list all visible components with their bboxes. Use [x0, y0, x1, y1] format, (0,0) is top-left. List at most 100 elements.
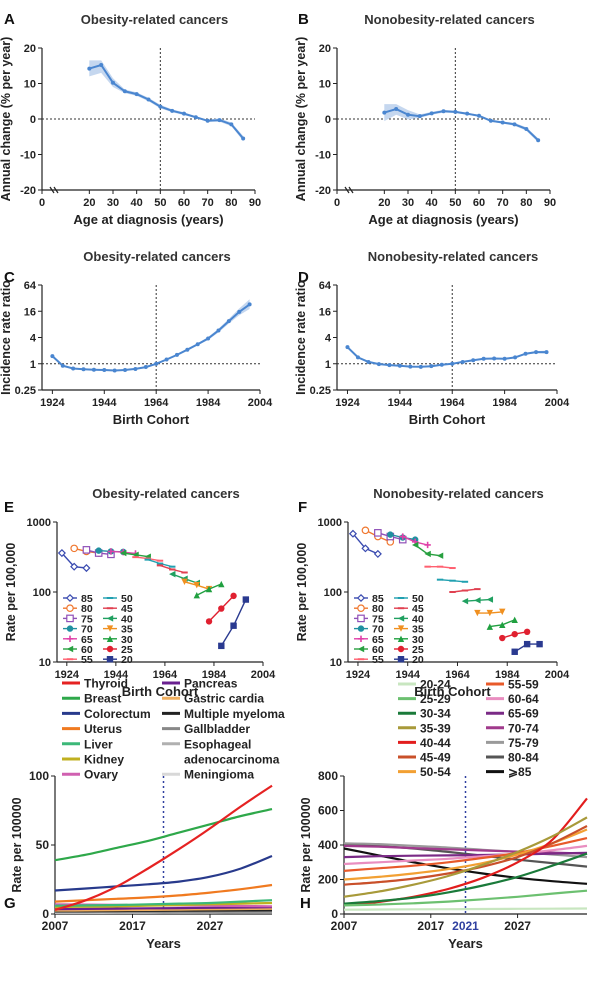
legend-label: 40 [412, 613, 424, 625]
series-line-Liver [54, 899, 273, 907]
data-point [441, 109, 446, 114]
x-tick-label: 2007 [331, 919, 358, 933]
y-tick-label: 1000 [27, 517, 51, 529]
x-tick-label: 2004 [251, 669, 276, 681]
data-point [544, 350, 549, 355]
data-point [218, 580, 225, 588]
data-point [102, 367, 107, 372]
data-point [471, 358, 476, 363]
legend-label: 50 [121, 593, 133, 605]
legend-label: 35-39 [420, 721, 451, 735]
legend-label: 65 [81, 634, 93, 646]
legend-label: Esophageal [184, 737, 251, 751]
legend-label: Thyroid [84, 677, 128, 691]
data-point [523, 628, 531, 636]
x-axis-title: Age at diagnosis (years) [73, 212, 223, 227]
series-line-Thyroid [54, 784, 273, 911]
panel-letter: F [298, 499, 307, 516]
data-point [512, 122, 517, 127]
axis-break [49, 186, 59, 194]
x-tick-label: 60 [473, 197, 485, 209]
data-point [511, 616, 518, 624]
x-tick-label: 2004 [545, 669, 570, 681]
data-point [481, 356, 486, 361]
y-tick-label: 4 [325, 333, 332, 345]
data-point [164, 357, 169, 362]
y-tick-label: 800 [318, 769, 338, 783]
x-tick-label: 20 [83, 197, 95, 209]
series-line-Breast [54, 808, 273, 862]
data-point [424, 541, 431, 549]
x-tick-label: 1944 [104, 669, 129, 681]
y-tick-label: 100 [33, 587, 51, 599]
data-point [205, 118, 210, 123]
series-line-70-74 [343, 844, 588, 855]
data-point [486, 596, 494, 603]
data-point [376, 362, 381, 367]
y-tick-label: 10 [24, 79, 36, 91]
data-point [411, 541, 419, 549]
x-tick-label: 70 [497, 197, 509, 209]
legend-label: 70-74 [508, 721, 539, 735]
data-point [123, 367, 128, 372]
legend-label: 20 [121, 654, 133, 666]
y-tick-label: -20 [315, 185, 331, 197]
legend-label: Gallbladder [184, 722, 250, 736]
y-tick-label: 20 [24, 43, 36, 55]
chart-title: Nonobesity-related cancers [364, 12, 535, 27]
data-point [143, 365, 148, 370]
panel-D: D Nonobesity-related cancers 0.25 1 4 16 64 192… [294, 249, 570, 427]
legend-label: 75 [81, 613, 93, 625]
legend-label: Uterus [84, 722, 122, 736]
y-tick-label: 400 [318, 838, 338, 852]
data-point [418, 364, 423, 369]
data-point [174, 352, 179, 357]
legend-label: 30 [412, 634, 424, 646]
data-point [366, 359, 371, 364]
data-point [474, 609, 481, 617]
data-point [465, 111, 470, 116]
data-point [397, 645, 405, 653]
data-point [374, 529, 382, 537]
data-point [112, 368, 117, 373]
data-point [429, 111, 434, 116]
legend-label: 25-29 [420, 692, 451, 706]
x-axis-title: Birth Cohort [409, 412, 486, 427]
data-point [106, 615, 114, 622]
panel-E: E Obesity-related cancers 10 100 1000 1924 194… [4, 486, 276, 699]
legend-label: 85 [81, 593, 93, 605]
data-point [406, 112, 410, 117]
data-point [397, 625, 405, 632]
legend-label: 20-24 [420, 678, 451, 692]
series-line-35-39 [343, 816, 588, 898]
data-point [241, 136, 246, 141]
data-point [486, 623, 494, 630]
data-point [230, 622, 237, 629]
legend-label: 80 [81, 603, 93, 615]
legend-label: 50 [412, 593, 424, 605]
data-point [357, 625, 365, 632]
legend-label: 65-69 [508, 707, 539, 721]
data-point [488, 118, 493, 123]
data-point [170, 108, 175, 113]
legend-label: ⩾85 [508, 765, 532, 779]
data-point [511, 630, 518, 638]
ref-line-label: 2021 [452, 919, 479, 933]
x-tick-label: 90 [249, 197, 261, 209]
x-tick-label: 2027 [504, 919, 531, 933]
x-tick-label: 1944 [395, 669, 420, 681]
data-point [158, 104, 163, 109]
legend-label: 60 [372, 644, 384, 656]
y-tick-label: 0 [42, 907, 49, 921]
y-tick-label: -10 [315, 150, 331, 162]
data-point [66, 604, 74, 613]
legend-label: 35 [121, 624, 133, 636]
chart-title: Obesity-related cancers [83, 249, 230, 264]
y-tick-label: 50 [36, 838, 50, 852]
legend-label: 45 [412, 603, 424, 615]
x-axis-title: Birth Cohort [414, 684, 491, 699]
x-tick-label: 40 [426, 197, 438, 209]
x-axis-title: Years [448, 936, 483, 951]
legend-label: 55 [81, 654, 93, 666]
x-tick-label: 20 [378, 197, 390, 209]
